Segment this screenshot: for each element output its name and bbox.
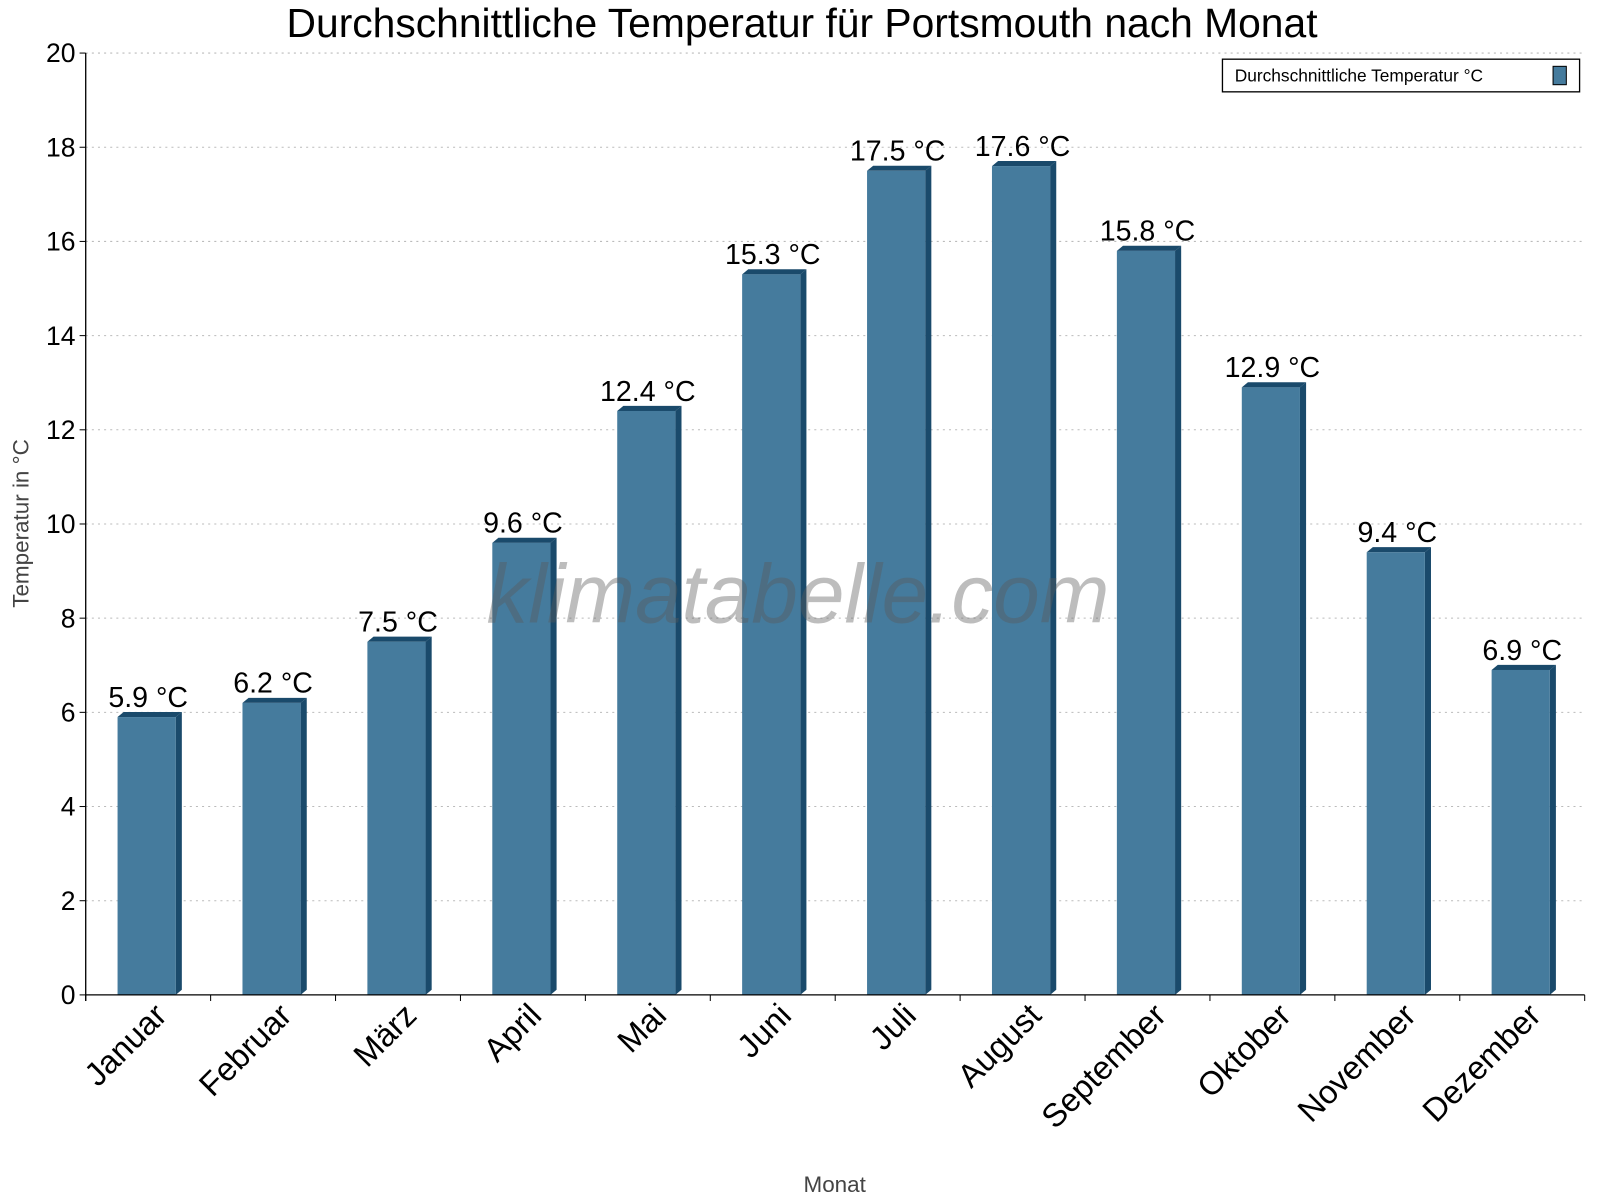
- y-tick-label: 14: [46, 321, 76, 351]
- bar-side: [800, 269, 807, 995]
- bar-side: [425, 636, 432, 995]
- bar-top: [242, 697, 307, 703]
- x-tick-label: Oktober: [1189, 996, 1297, 1104]
- bar-side: [925, 165, 932, 995]
- x-tick-label: April: [476, 996, 548, 1068]
- y-tick-label: 18: [46, 132, 76, 162]
- y-axis-label: Temperatur in °C: [9, 439, 34, 608]
- x-tick-label: Februar: [191, 996, 298, 1103]
- bar: [1116, 250, 1176, 995]
- data-label: 6.9 °C: [1482, 635, 1562, 667]
- bar: [117, 717, 176, 995]
- data-label: 15.3 °C: [725, 239, 821, 271]
- bar-side: [1549, 664, 1556, 995]
- y-tick-label: 8: [61, 603, 76, 633]
- bar-top: [1491, 664, 1556, 670]
- bar-side: [1175, 245, 1182, 995]
- bar: [492, 542, 551, 995]
- gridlines: [85, 52, 1585, 902]
- y-tick-label: 10: [46, 509, 76, 539]
- data-label: 7.5 °C: [358, 607, 438, 639]
- data-label: 12.9 °C: [1225, 352, 1321, 384]
- bar: [1241, 387, 1300, 995]
- legend-swatch: [1552, 65, 1567, 86]
- bar: [1491, 669, 1550, 995]
- x-tick-label: Mai: [610, 996, 673, 1059]
- data-label: 9.4 °C: [1357, 517, 1437, 549]
- y-tick-label: 6: [61, 698, 76, 728]
- data-label: 17.6 °C: [975, 131, 1071, 163]
- y-tick-label: 12: [46, 415, 76, 445]
- data-label: 5.9 °C: [108, 682, 188, 714]
- bars: 5.9 °C 6.2 °C 7.5 °C 9.6 °C 12.4 °C 15.3 °C 17…: [108, 131, 1562, 995]
- y-tick-label: 4: [61, 792, 76, 822]
- y-tick-label: 0: [61, 980, 76, 1010]
- data-label: 12.4 °C: [600, 376, 696, 408]
- y-tick-label: 2: [61, 886, 76, 916]
- x-tick-label: November: [1290, 996, 1423, 1129]
- bar-top: [617, 405, 682, 411]
- bar-top: [492, 537, 557, 543]
- x-tick-label: August: [950, 996, 1048, 1094]
- y-tick-label: 20: [46, 38, 76, 68]
- bar: [367, 641, 426, 995]
- bar: [867, 170, 926, 995]
- bar-side: [300, 697, 307, 995]
- x-tick-label: Dezember: [1415, 996, 1548, 1129]
- bar-top: [742, 269, 807, 275]
- bar-side: [550, 537, 557, 995]
- bar-top: [1366, 547, 1431, 553]
- bar: [242, 702, 301, 995]
- bar: [742, 274, 801, 995]
- chart-title: Durchschnittliche Temperatur für Portsmo…: [287, 0, 1319, 46]
- bar-top: [1241, 382, 1307, 388]
- bar-top: [1116, 245, 1182, 251]
- bar-side: [1050, 160, 1057, 995]
- bar-top: [117, 711, 182, 718]
- data-label: 9.6 °C: [483, 508, 563, 540]
- bar-top: [367, 636, 432, 642]
- x-tick-label: September: [1034, 996, 1173, 1135]
- legend-label: Durchschnittliche Temperatur °C: [1235, 66, 1483, 86]
- data-label: 15.8 °C: [1100, 216, 1196, 248]
- legend: Durchschnittliche Temperatur °C: [1221, 58, 1581, 93]
- x-tick-label: Januar: [77, 996, 174, 1093]
- x-tick-label: Juni: [730, 996, 799, 1065]
- y-tick-label: 16: [46, 227, 76, 257]
- bar: [991, 166, 1051, 995]
- bar-top: [991, 160, 1057, 167]
- bar: [617, 410, 676, 995]
- bar-side: [675, 405, 682, 995]
- watermark: klimatabelle.com: [486, 546, 1109, 640]
- x-tick-label: Juli: [862, 996, 923, 1057]
- bar-top: [867, 165, 932, 171]
- bar-side: [1424, 547, 1431, 995]
- bar-side: [1299, 382, 1307, 995]
- bar-side: [175, 711, 182, 995]
- x-tick-label: März: [346, 996, 423, 1073]
- bar: [1366, 552, 1425, 995]
- data-label: 6.2 °C: [233, 668, 313, 700]
- x-axis-label: Monat: [804, 1172, 867, 1197]
- data-label: 17.5 °C: [850, 136, 946, 168]
